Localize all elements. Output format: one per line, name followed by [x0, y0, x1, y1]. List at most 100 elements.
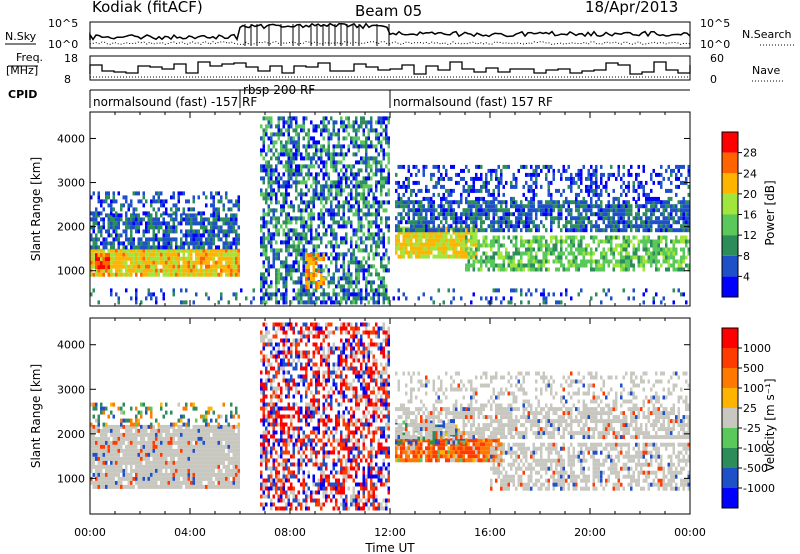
power-cell: [452, 228, 455, 233]
power-cell: [222, 245, 225, 250]
power-cell: [127, 256, 130, 261]
power-cell: [322, 257, 325, 262]
power-cell: [680, 239, 683, 244]
power-cell: [290, 160, 293, 165]
power-cell: [312, 128, 315, 133]
power-cell: [627, 220, 630, 225]
power-cell: [140, 272, 143, 277]
power-cell: [287, 232, 290, 237]
power-cell: [540, 200, 543, 205]
velocity-cell: [112, 480, 115, 485]
power-cell: [552, 247, 555, 252]
power-cell: [272, 212, 275, 217]
power-cell: [262, 136, 265, 141]
power-cell: [275, 208, 278, 213]
power-cell: [175, 256, 178, 261]
power-cell: [327, 272, 330, 277]
power-cell: [325, 264, 328, 269]
velocity-cell: [112, 484, 115, 489]
power-cell: [410, 200, 413, 205]
power-cell: [122, 272, 125, 277]
power-cell: [475, 176, 478, 181]
power-cell: [267, 212, 270, 217]
power-cell: [430, 172, 433, 177]
power-cell: [125, 225, 128, 230]
power-cell: [387, 224, 390, 229]
power-cell: [375, 240, 378, 245]
power-cell: [220, 195, 223, 200]
power-cell: [367, 132, 370, 137]
power-cell: [595, 224, 598, 229]
power-cell: [207, 256, 210, 261]
power-cell: [142, 245, 145, 250]
power-cell: [675, 235, 678, 240]
power-cell: [300, 200, 303, 205]
power-cell: [135, 217, 138, 222]
power-cell: [570, 228, 573, 233]
power-cell: [115, 211, 118, 216]
power-cell: [655, 239, 658, 244]
power-cell: [237, 256, 240, 261]
power-cell: [182, 245, 185, 250]
power-cell: [320, 120, 323, 125]
power-cell: [355, 200, 358, 205]
velocity-cell: [102, 476, 105, 481]
power-cell: [650, 208, 653, 213]
power-cell: [685, 212, 688, 217]
power-cell: [427, 254, 430, 259]
power-cell: [262, 144, 265, 149]
power-cell: [495, 251, 498, 256]
power-cell: [92, 211, 95, 216]
power-cell: [412, 188, 415, 193]
power-cell: [385, 264, 388, 269]
power-cell: [330, 200, 333, 205]
power-cell: [320, 281, 323, 286]
power-cell: [590, 180, 593, 185]
power-cell: [492, 251, 495, 256]
velocity-cell: [97, 440, 100, 445]
power-cell: [370, 124, 373, 129]
power-cell: [297, 136, 300, 141]
power-cell: [507, 216, 510, 221]
power-cell: [267, 116, 270, 121]
power-cell: [202, 252, 205, 257]
power-cell: [577, 204, 580, 209]
power-cell: [347, 216, 350, 221]
power-cell: [362, 128, 365, 133]
power-cell: [455, 250, 458, 255]
power-cell: [437, 228, 440, 233]
power-cell: [117, 248, 120, 253]
power-cell: [415, 228, 418, 233]
power-cell: [300, 288, 303, 293]
power-cell: [147, 268, 150, 273]
power-cell: [155, 296, 158, 301]
power-cell: [270, 192, 273, 197]
power-cell: [515, 239, 518, 244]
power-cell: [295, 176, 298, 181]
power-cell: [360, 208, 363, 213]
power-cell: [447, 288, 450, 293]
power-cell: [260, 240, 263, 245]
power-cell: [487, 224, 490, 229]
power-cell: [167, 241, 170, 246]
power-cell: [482, 200, 485, 205]
power-cell: [237, 237, 240, 242]
power-cell: [360, 240, 363, 245]
power-cell: [477, 239, 480, 244]
power-cell: [445, 226, 448, 231]
power-cell: [215, 264, 218, 269]
power-cell: [397, 224, 400, 229]
power-cell: [320, 156, 323, 161]
power-cell: [655, 255, 658, 260]
power-cell: [207, 260, 210, 265]
power-cell: [497, 224, 500, 229]
power-cell: [307, 281, 310, 286]
power-cell: [125, 288, 128, 293]
power-cell: [520, 200, 523, 205]
power-cell: [565, 168, 568, 173]
power-cell: [665, 228, 668, 233]
power-cell: [397, 196, 400, 201]
power-cell: [667, 267, 670, 272]
power-cell: [192, 233, 195, 238]
power-cell: [320, 264, 323, 269]
